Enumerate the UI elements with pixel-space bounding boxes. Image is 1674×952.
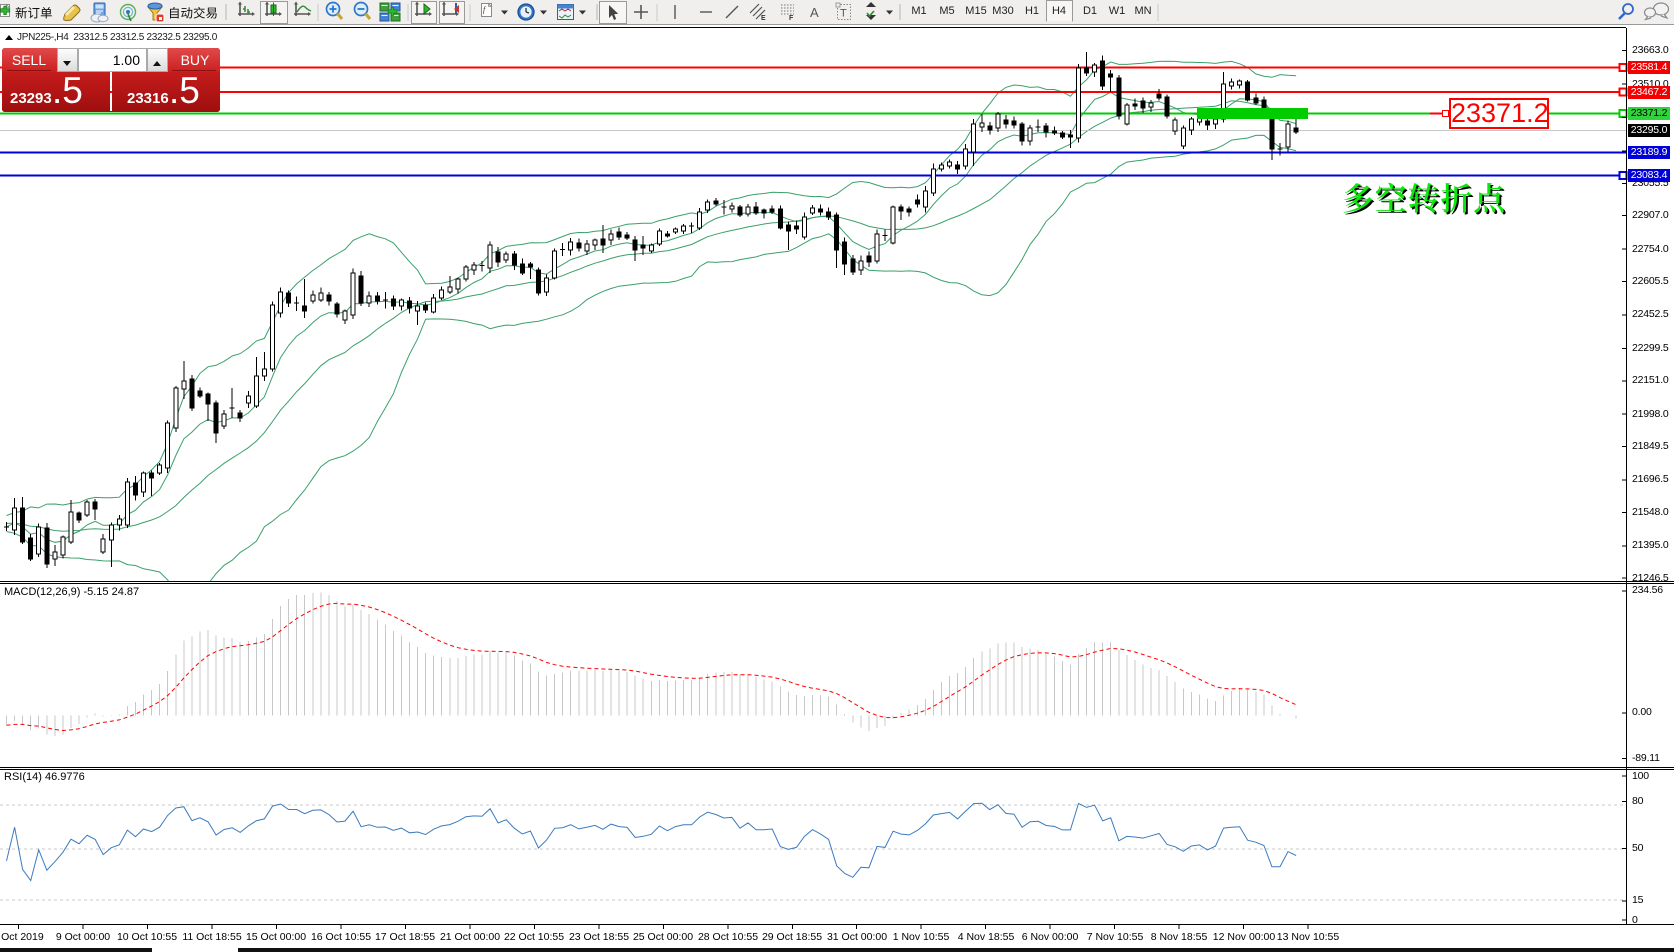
svg-text:E: E (761, 15, 766, 22)
svg-text:F: F (789, 15, 794, 22)
svg-text:f: f (483, 5, 487, 14)
svg-text:T: T (840, 8, 847, 20)
svg-text:A: A (810, 5, 819, 20)
